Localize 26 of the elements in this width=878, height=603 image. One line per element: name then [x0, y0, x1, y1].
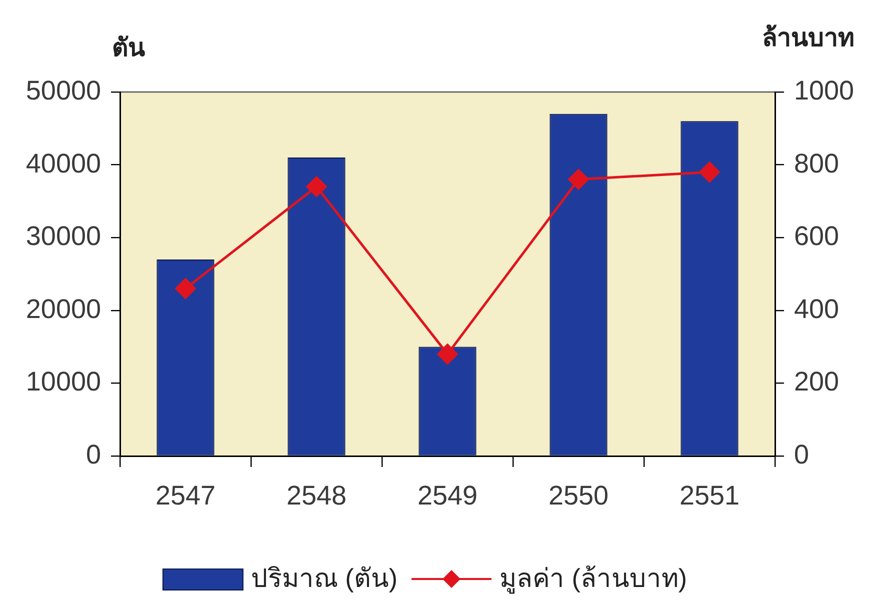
point: [568, 169, 589, 190]
y-tick-label: 30000: [26, 221, 101, 252]
x-tick-label: 2548: [286, 480, 347, 511]
point: [175, 278, 196, 299]
y2-axis-title: ล้านบาท: [762, 24, 854, 52]
y-tick-label: 40000: [26, 148, 101, 178]
y-tick-label: 20000: [26, 294, 101, 324]
y2-tick-label: 400: [794, 294, 840, 324]
point: [306, 176, 327, 197]
y-tick-label: 50000: [26, 75, 101, 106]
x-tick-label: 2551: [679, 480, 740, 511]
legend-label: ปริมาณ (ตัน): [250, 563, 398, 594]
y2-tick-label: 200: [794, 366, 840, 397]
x-tick-label: 2547: [155, 480, 216, 511]
point: [437, 344, 458, 364]
legend-label: มูลค่า (ล้านบาท): [500, 563, 688, 594]
y-tick-label: 10000: [26, 366, 101, 397]
y2-tick-label: 0: [794, 439, 810, 470]
x-tick-label: 2550: [548, 480, 609, 511]
y-axis-title: ตัน: [112, 34, 145, 62]
x-tick-label: 2549: [417, 480, 478, 511]
y2-tick-label: 600: [794, 221, 840, 252]
point: [699, 162, 720, 182]
y2-tick-label: 1000: [794, 75, 854, 106]
y-tick-label: 0: [86, 439, 101, 470]
y2-tick-label: 800: [794, 148, 840, 178]
